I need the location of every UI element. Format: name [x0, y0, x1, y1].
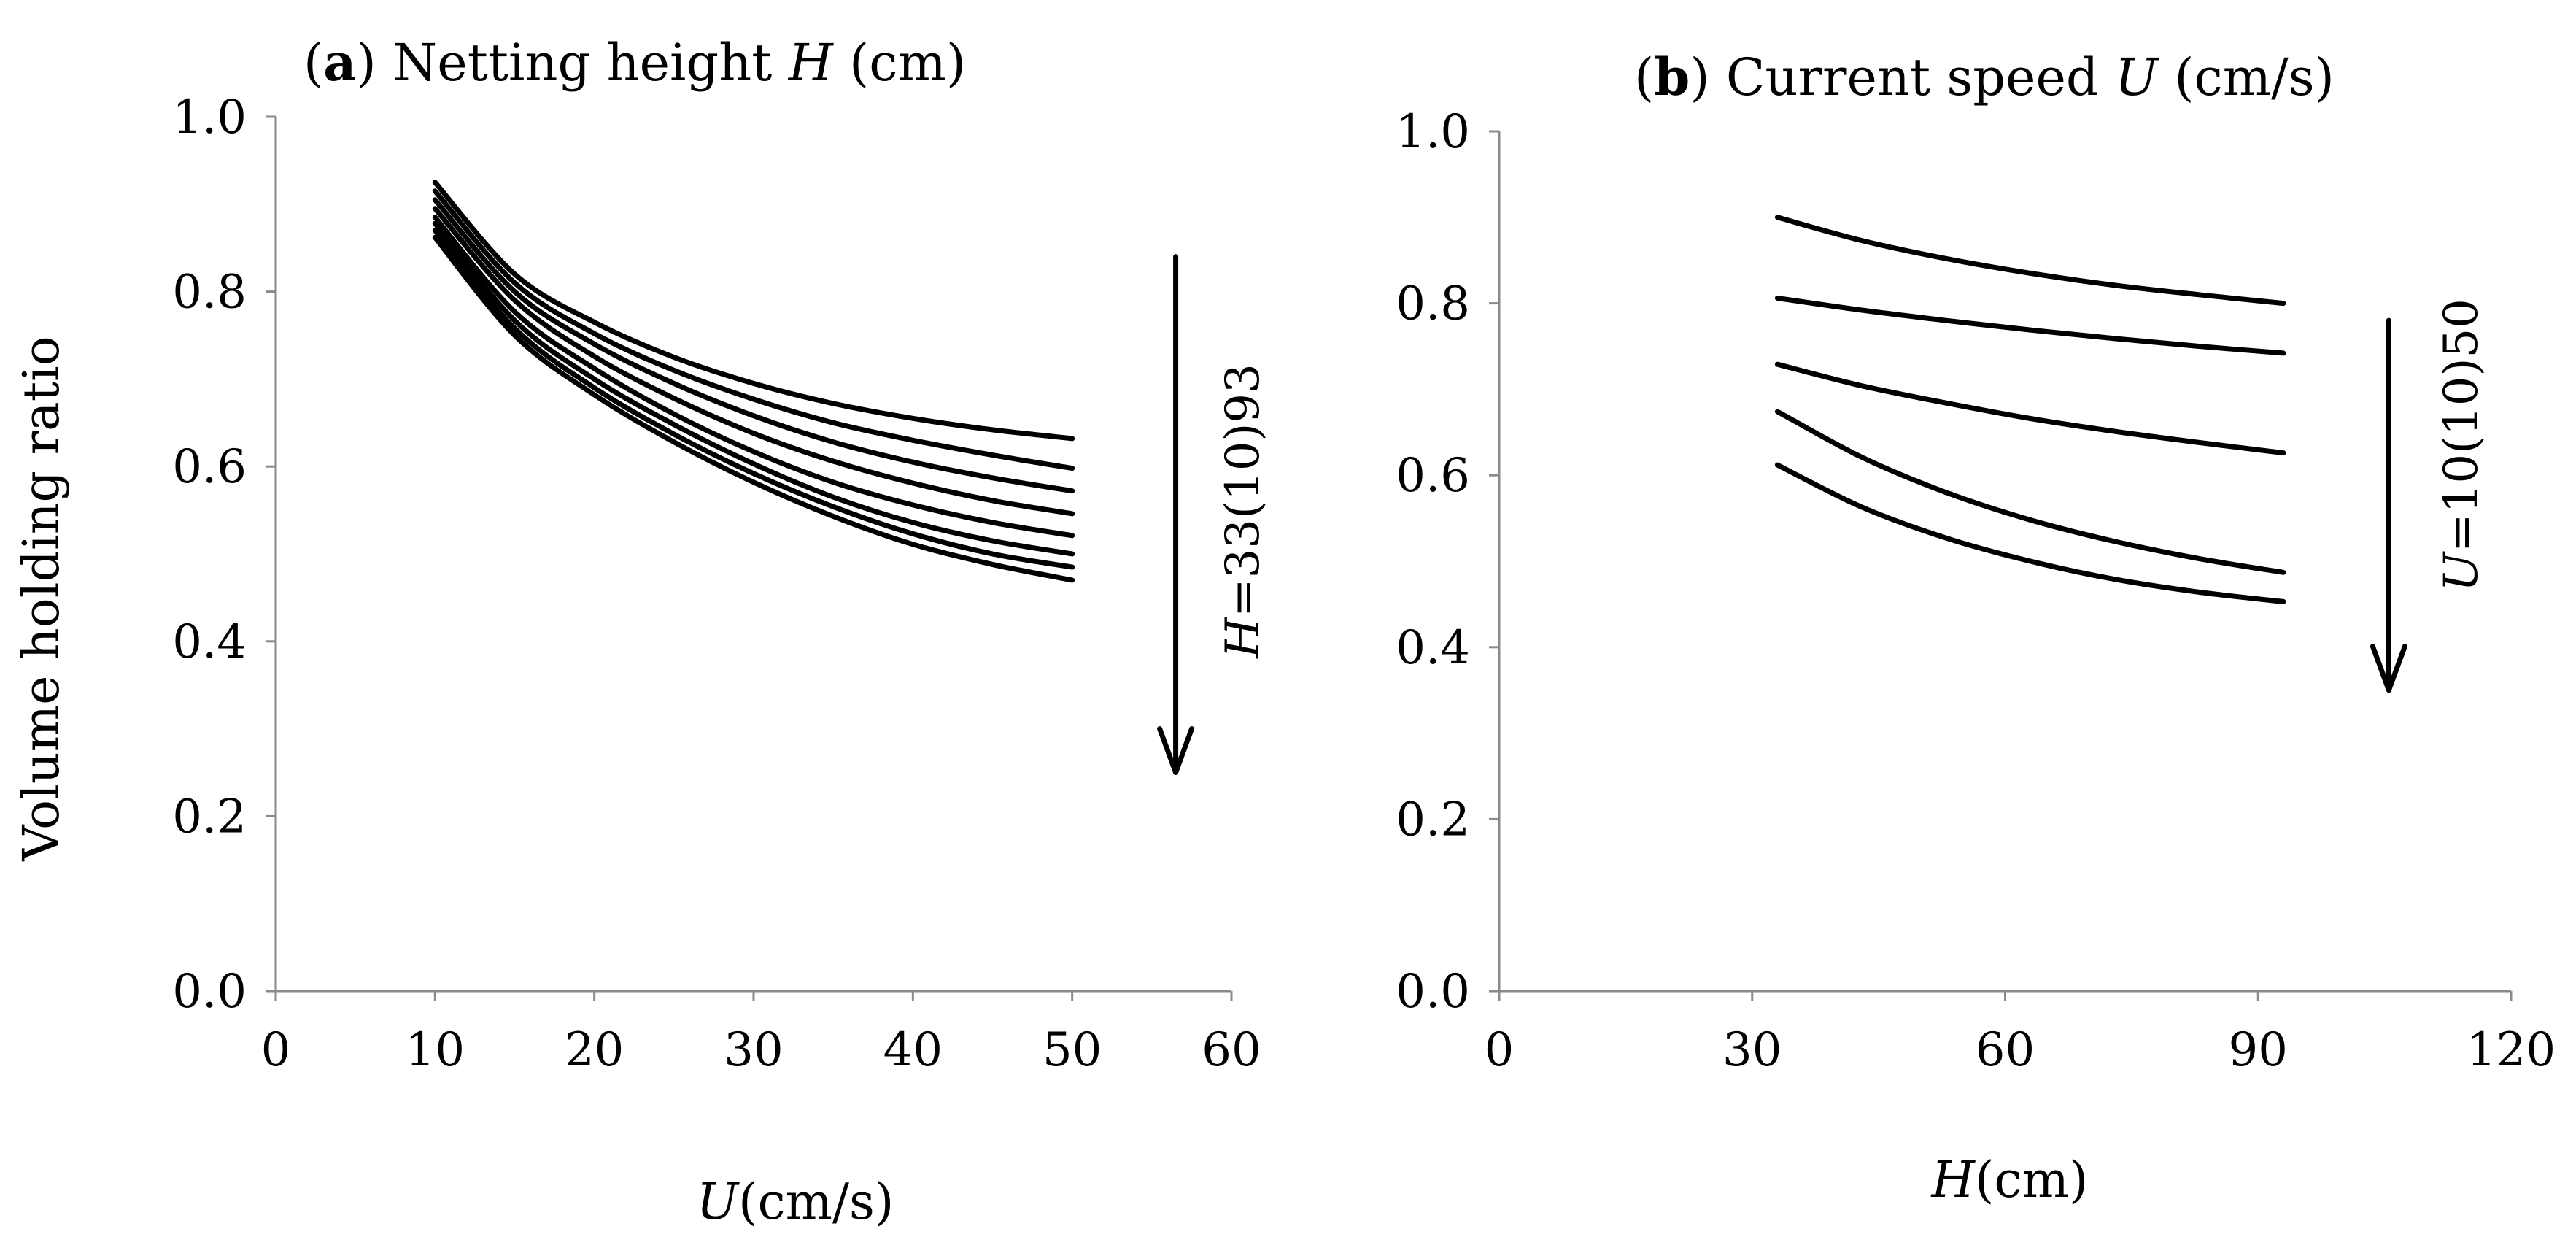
panel-b-x-tick-label: 90 — [2229, 1023, 2288, 1077]
panel-a-y-ticks: 0.0 0.2 0.4 0.6 0.8 1.0 — [172, 90, 276, 1019]
panel-a-y-tick-label: 0.6 — [172, 440, 247, 494]
panel-a-x-tick-label: 20 — [565, 1023, 624, 1077]
panel-b-series-line — [1774, 215, 2286, 307]
panel-b-arrow-head — [2370, 644, 2407, 693]
panel-a-series-line — [432, 206, 1075, 517]
panel-a-series-line — [432, 215, 1075, 539]
panel-b-y-tick-label: 0.8 — [1396, 277, 1470, 331]
panel-b-arrow — [2370, 317, 2407, 693]
panel-a-series-line — [432, 188, 1075, 471]
panel-b-series-line — [1774, 409, 2286, 575]
panel-b-y-tick-label: 1.0 — [1396, 105, 1470, 159]
panel-a-x-tick-label: 60 — [1202, 1023, 1261, 1077]
panel-b-y-tick-label: 0.4 — [1396, 621, 1470, 675]
panel-b-y-tick-label: 0.2 — [1396, 793, 1470, 847]
panel-a-x-ticks: 0 10 20 30 40 50 60 — [261, 991, 1261, 1077]
panel-a-series-line — [432, 228, 1075, 570]
panel-a-x-tick-label: 10 — [406, 1023, 465, 1077]
panel-a-x-tick-label: 50 — [1043, 1023, 1102, 1077]
panel-b-x-axis-label: H(cm) — [1930, 1152, 2089, 1209]
panel-b-x-ticks: 0 30 60 90 120 — [1485, 991, 2556, 1077]
panel-a-annotation: H=33(10)93 — [1216, 363, 1270, 659]
panel-b-y-tick-label: 0.0 — [1396, 965, 1470, 1019]
panel-b-x-tick-label: 120 — [2467, 1023, 2556, 1077]
panel-a-x-tick-label: 0 — [261, 1023, 291, 1077]
panel-a-y-tick-label: 0.2 — [172, 790, 247, 844]
panel-b-annotation: U=10(10)50 — [2434, 298, 2488, 592]
panel-b-y-ticks: 0.0 0.2 0.4 0.6 0.8 1.0 — [1396, 105, 1499, 1019]
panel-b-x-tick-label: 30 — [1722, 1023, 1782, 1077]
panel-a-arrow-head — [1157, 726, 1195, 775]
panel-a-y-tick-label: 0.0 — [172, 965, 247, 1019]
panel-b-x-tick-label: 60 — [1976, 1023, 2035, 1077]
y-axis-label: Volume holding ratio — [13, 336, 71, 861]
panel-b-curves — [1774, 215, 2286, 604]
panel-a-y-tick-label: 0.4 — [172, 615, 247, 669]
panel-a-curves — [432, 180, 1075, 583]
panel-a-x-tick-label: 40 — [883, 1023, 943, 1077]
panel-a-title: (a) Netting height H (cm) — [303, 32, 966, 93]
panel-a-arrow — [1157, 254, 1195, 775]
panel-b-chart: (b) Current speed U (cm/s) H(cm) 0.00.20… — [1396, 47, 2556, 1209]
panel-a-series-line — [432, 197, 1075, 494]
panel-a-y-tick-label: 1.0 — [172, 90, 247, 144]
panel-b-series-line — [1774, 361, 2286, 456]
panel-b-series-line — [1774, 296, 2286, 356]
panel-b-x-tick-label: 0 — [1485, 1023, 1515, 1077]
panel-a-x-axis-label: U(cm/s) — [697, 1174, 894, 1231]
panel-b-series-line — [1774, 462, 2286, 604]
panel-b-title: (b) Current speed U (cm/s) — [1634, 47, 2335, 107]
panel-a-series-line — [432, 180, 1075, 442]
panel-b-y-tick-label: 0.6 — [1396, 449, 1470, 503]
panel-a-chart: (a) Netting height H (cm) Volume holding… — [13, 32, 1270, 1231]
panel-a-series-line — [432, 234, 1075, 583]
panel-a-y-tick-label: 0.8 — [172, 266, 247, 320]
panel-a-series-line — [432, 220, 1075, 557]
panel-a-x-tick-label: 30 — [724, 1023, 783, 1077]
